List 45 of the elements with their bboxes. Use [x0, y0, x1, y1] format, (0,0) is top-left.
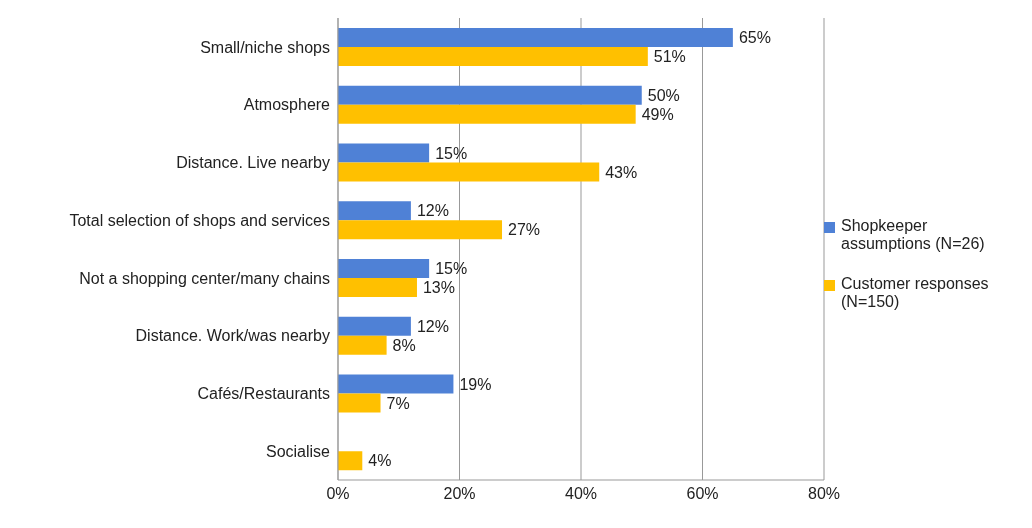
data-label: 12% — [416, 202, 449, 220]
bar — [338, 201, 411, 221]
bar — [338, 162, 600, 182]
legend-label: Customer responses (N=150) — [841, 275, 990, 311]
data-label: 50% — [647, 86, 680, 104]
data-label: 15% — [435, 260, 468, 277]
data-label: 13% — [422, 279, 456, 296]
bar — [338, 143, 430, 163]
x-tick-label: 0% — [326, 485, 350, 503]
data-label: 43% — [605, 163, 638, 181]
data-label: 19% — [459, 375, 492, 393]
data-label: 4% — [368, 452, 392, 470]
data-label: 49% — [641, 105, 674, 123]
y-tick-label: Total selection of shops and services — [69, 211, 330, 229]
data-label: 8% — [392, 336, 416, 354]
legend-label: Shopkeeper assumptions (N=26) — [841, 217, 986, 253]
data-label: 51% — [653, 48, 686, 65]
data-label: 15% — [435, 144, 468, 162]
bar — [338, 104, 636, 124]
bar — [338, 278, 417, 297]
y-tick-label: Small/niche shops — [200, 38, 330, 56]
bar — [338, 451, 363, 471]
y-tick-label: Distance. Live nearby — [176, 154, 330, 172]
bar — [338, 28, 733, 47]
bar — [338, 220, 503, 240]
y-tick-label: Distance. Work/was nearby — [135, 327, 330, 345]
bar — [338, 85, 642, 105]
bar — [338, 393, 381, 413]
bar — [338, 335, 387, 355]
data-label: 27% — [508, 221, 541, 239]
data-label: 65% — [738, 29, 771, 46]
x-tick-label: 40% — [564, 485, 598, 503]
x-tick-label: 20% — [443, 485, 476, 503]
bar — [338, 259, 430, 278]
y-tick-label: Cafés/Restaurants — [197, 385, 330, 403]
x-tick-label: 60% — [686, 485, 719, 503]
data-label: 7% — [386, 394, 410, 412]
y-tick-label: Atmosphere — [243, 96, 331, 114]
x-tick-label: 80% — [807, 485, 841, 503]
bar — [338, 374, 454, 394]
data-label: 12% — [416, 317, 449, 335]
bar — [338, 47, 648, 66]
y-tick-label: Not a shopping center/many chains — [79, 269, 330, 287]
y-tick-label: Socialise — [265, 442, 331, 460]
bar — [338, 316, 411, 336]
